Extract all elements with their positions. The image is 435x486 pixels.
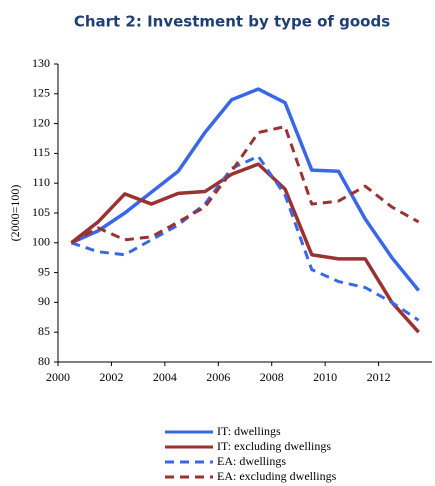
legend-label: IT: excluding dwellings xyxy=(217,439,331,453)
chart-title: Chart 2: Investment by type of goods xyxy=(74,13,390,31)
y-tick-label: 80 xyxy=(38,354,50,368)
y-tick-label: 120 xyxy=(32,115,50,129)
line-series xyxy=(70,162,420,334)
x-tick-label: 2002 xyxy=(99,370,123,384)
y-tick-label: 90 xyxy=(38,294,50,308)
y-axis-label: (2000=100) xyxy=(8,185,22,242)
y-tick-label: 115 xyxy=(32,145,50,159)
x-tick-label: 2012 xyxy=(367,370,391,384)
x-tick-label: 2010 xyxy=(313,370,337,384)
legend-label: EA: excluding dwellings xyxy=(217,469,337,483)
line-series xyxy=(70,125,420,245)
x-tick-label: 2000 xyxy=(46,370,70,384)
y-tick-label: 100 xyxy=(32,235,50,249)
y-tick-label: 85 xyxy=(38,324,50,338)
line-series xyxy=(70,87,420,292)
line-series xyxy=(70,154,420,322)
y-tick-label: 95 xyxy=(38,264,50,278)
y-tick-label: 105 xyxy=(32,205,50,219)
x-tick-label: 2008 xyxy=(260,370,284,384)
y-tick-label: 110 xyxy=(32,175,50,189)
x-tick-label: 2004 xyxy=(153,370,177,384)
y-tick-label: 125 xyxy=(32,86,50,100)
y-tick-label: 130 xyxy=(32,56,50,70)
legend-label: IT: dwellings xyxy=(217,424,281,438)
legend-label: EA: dwellings xyxy=(217,454,286,468)
x-tick-label: 2006 xyxy=(206,370,230,384)
